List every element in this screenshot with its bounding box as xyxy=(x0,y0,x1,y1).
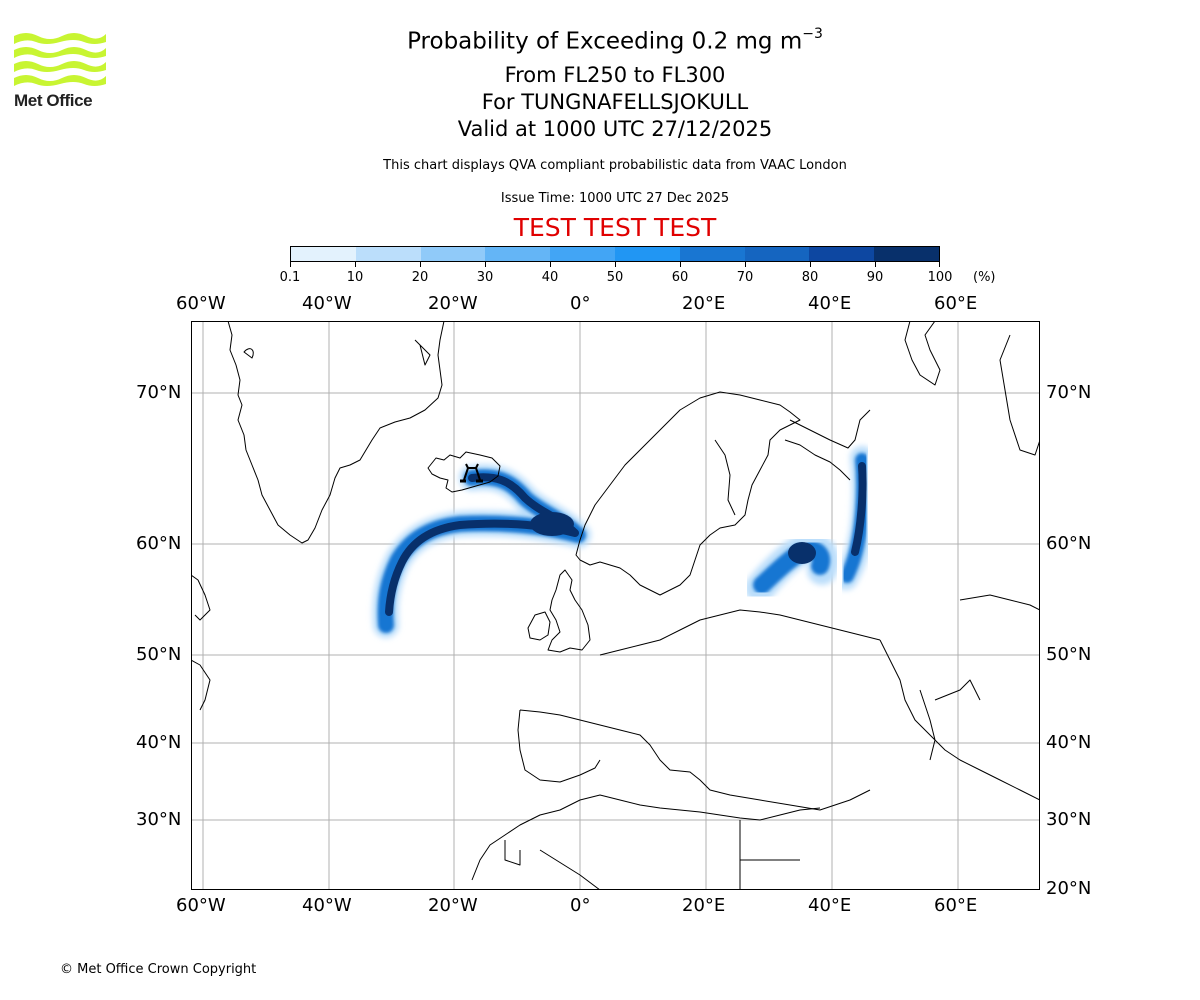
lat-label-left: 30°N xyxy=(136,809,182,830)
colorbar-tick xyxy=(939,262,940,267)
lat-label-right: 30°N xyxy=(1046,809,1092,830)
lat-label-right: 70°N xyxy=(1046,382,1092,403)
valid-time: Valid at 1000 UTC 27/12/2025 xyxy=(457,117,773,141)
colorbar-bin-80-90 xyxy=(809,247,875,261)
lat-label-left: 70°N xyxy=(136,382,182,403)
lat-label-left: 50°N xyxy=(136,644,182,665)
lon-label-top: 60°W xyxy=(176,293,226,314)
lon-label-top: 20°E xyxy=(682,293,726,314)
map-frame xyxy=(191,321,1040,890)
colorbar-tick xyxy=(290,262,291,267)
coastlines xyxy=(191,321,1040,890)
colorbar-tick xyxy=(680,262,681,267)
graticule xyxy=(191,321,1040,890)
lon-label-bottom: 40°E xyxy=(808,895,852,916)
volcano-name: For TUNGNAFELLSJOKULL xyxy=(481,90,749,114)
flight-level-range: From FL250 to FL300 xyxy=(504,63,726,87)
colorbar-unit: (%) xyxy=(973,270,996,285)
chart-description: This chart displays QVA compliant probab… xyxy=(383,158,847,173)
colorbar-bin-50-60 xyxy=(614,247,680,261)
colorbar-tick xyxy=(355,262,356,267)
colorbar-label: 40 xyxy=(541,270,559,285)
lon-label-bottom: 60°E xyxy=(934,895,978,916)
met-office-logo: Met Office xyxy=(14,30,106,112)
colorbar-label: 20 xyxy=(411,270,429,285)
logo-text: Met Office xyxy=(14,91,93,110)
colorbar-label: 50 xyxy=(606,270,624,285)
colorbar-bin-10-20 xyxy=(355,247,421,261)
ash-plume-west xyxy=(372,464,591,638)
title-main: Probability of Exceeding 0.2 mg m xyxy=(407,28,803,55)
colorbar-label: 90 xyxy=(866,270,884,285)
colorbar-bin-20-30 xyxy=(420,247,486,261)
lon-label-bottom: 60°W xyxy=(176,895,226,916)
lat-label-left: 60°N xyxy=(136,533,182,554)
colorbar-bin-60-70 xyxy=(679,247,745,261)
colorbar-tick xyxy=(420,262,421,267)
lon-label-bottom: 40°W xyxy=(302,895,352,916)
lat-label-right: 40°N xyxy=(1046,732,1092,753)
lon-label-top: 0° xyxy=(570,293,591,314)
lon-label-bottom: 20°W xyxy=(428,895,478,916)
map-plot-area[interactable] xyxy=(191,321,1040,890)
ash-plume-russia xyxy=(745,446,876,603)
lat-label-right: 60°N xyxy=(1046,533,1092,554)
colorbar-bin-0-10 xyxy=(291,247,356,261)
colorbar-label: 100 xyxy=(927,270,953,285)
chart-title: Probability of Exceeding 0.2 mg m−3 xyxy=(0,26,1200,55)
lat-label-right: 50°N xyxy=(1046,644,1092,665)
colorbar-tick xyxy=(745,262,746,267)
colorbar-label: 30 xyxy=(476,270,494,285)
lon-label-top: 20°W xyxy=(428,293,478,314)
colorbar xyxy=(290,246,940,262)
colorbar-bin-30-40 xyxy=(485,247,551,261)
lon-label-top: 40°W xyxy=(302,293,352,314)
copyright-notice: © Met Office Crown Copyright xyxy=(60,962,257,977)
lat-label-right: 20°N xyxy=(1046,878,1092,899)
colorbar-label: 60 xyxy=(671,270,689,285)
colorbar-tick xyxy=(485,262,486,267)
title-superscript: −3 xyxy=(802,26,823,42)
lat-label-left: 40°N xyxy=(136,732,182,753)
colorbar-tick xyxy=(810,262,811,267)
waves-icon xyxy=(14,33,106,86)
lon-label-top: 60°E xyxy=(934,293,978,314)
lon-label-top: 40°E xyxy=(808,293,852,314)
issue-time: Issue Time: 1000 UTC 27 Dec 2025 xyxy=(500,191,730,206)
volcano-icon xyxy=(460,463,483,483)
colorbar-tick xyxy=(875,262,876,267)
colorbar-tick xyxy=(615,262,616,267)
colorbar-label: 80 xyxy=(801,270,819,285)
colorbar-tick xyxy=(550,262,551,267)
colorbar-label: 70 xyxy=(736,270,754,285)
lon-label-bottom: 0° xyxy=(570,895,591,916)
colorbar-bin-70-80 xyxy=(744,247,810,261)
colorbar-label: 10 xyxy=(346,270,364,285)
colorbar-bin-90-100 xyxy=(874,247,939,261)
colorbar-bin-40-50 xyxy=(550,247,615,261)
lon-label-bottom: 20°E xyxy=(682,895,726,916)
test-banner: TEST TEST TEST xyxy=(513,213,717,242)
colorbar-label: 0.1 xyxy=(279,270,301,285)
